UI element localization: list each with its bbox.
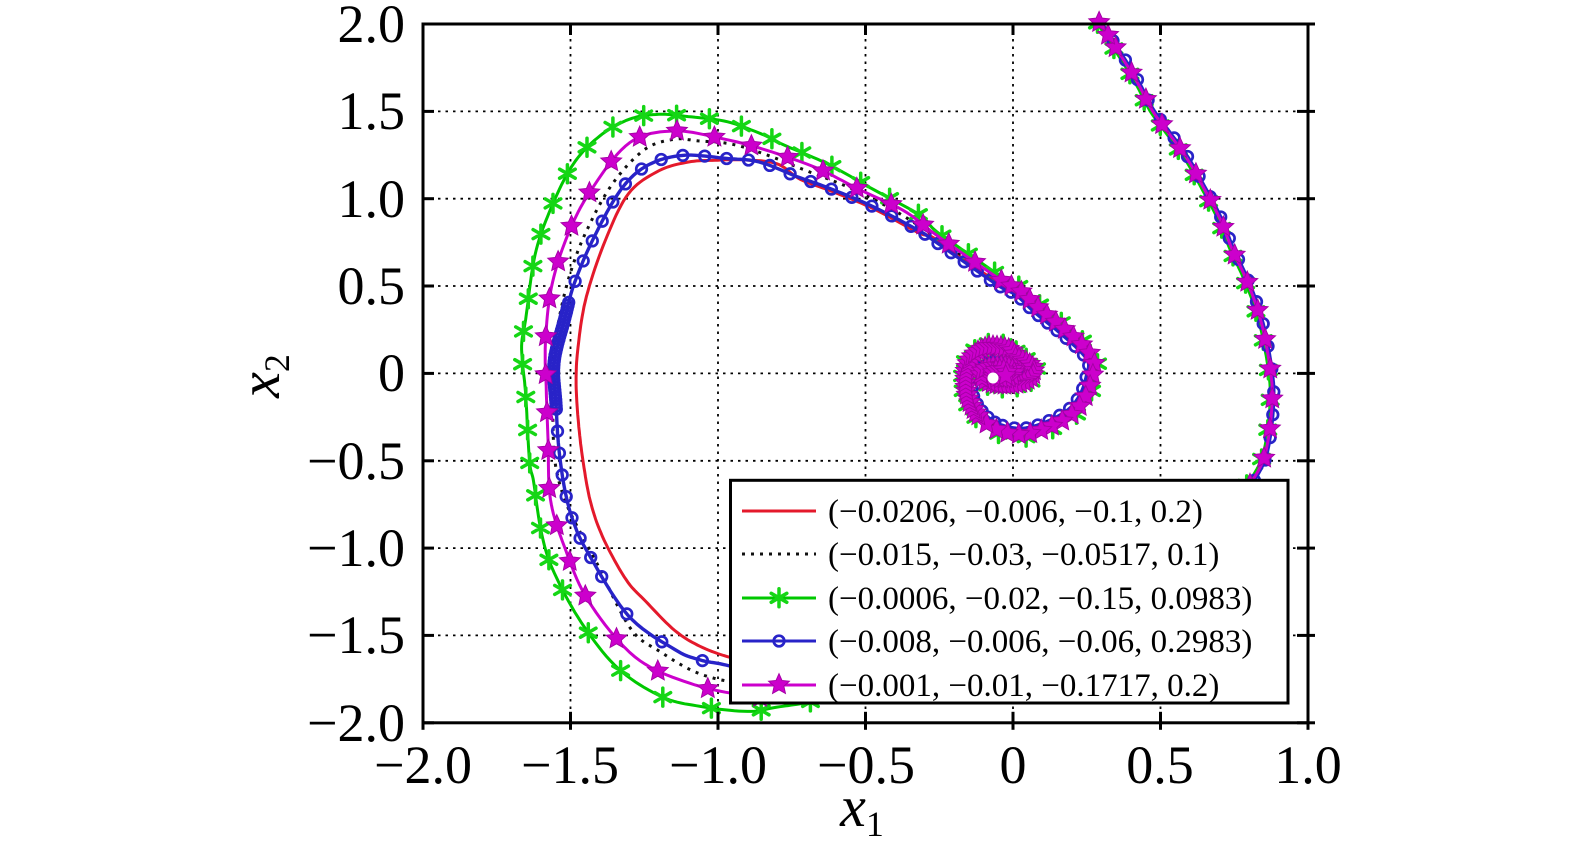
svg-text:0.5: 0.5	[338, 256, 406, 316]
svg-text:2.0: 2.0	[338, 0, 406, 54]
svg-text:(−0.0006, −0.02, −0.15, 0.0983: (−0.0006, −0.02, −0.15, 0.0983)	[828, 581, 1252, 617]
svg-text:1.0: 1.0	[338, 169, 406, 229]
svg-text:x1: x1	[839, 774, 884, 844]
svg-text:(−0.001, −0.01, −0.1717, 0.2): (−0.001, −0.01, −0.1717, 0.2)	[828, 668, 1219, 704]
svg-text:(−0.015, −0.03, −0.0517, 0.1): (−0.015, −0.03, −0.0517, 0.1)	[828, 537, 1219, 573]
svg-text:−1.5: −1.5	[521, 735, 619, 795]
svg-text:−0.5: −0.5	[817, 735, 915, 795]
svg-text:−1.5: −1.5	[307, 605, 405, 665]
svg-text:−1.0: −1.0	[307, 518, 405, 578]
svg-text:0.5: 0.5	[1126, 735, 1194, 795]
svg-text:(−0.008, −0.006, −0.06, 0.2983: (−0.008, −0.006, −0.06, 0.2983)	[828, 624, 1252, 660]
svg-text:−0.5: −0.5	[307, 431, 405, 491]
svg-text:−2.0: −2.0	[374, 735, 472, 795]
svg-text:x2: x2	[227, 354, 297, 399]
svg-text:0: 0	[1000, 735, 1027, 795]
svg-text:−1.0: −1.0	[669, 735, 767, 795]
svg-text:1.0: 1.0	[1274, 735, 1342, 795]
svg-text:(−0.0206, −0.006, −0.1, 0.2): (−0.0206, −0.006, −0.1, 0.2)	[828, 494, 1203, 530]
svg-text:1.5: 1.5	[338, 81, 406, 141]
svg-text:0: 0	[378, 343, 405, 403]
svg-text:−2.0: −2.0	[307, 693, 405, 753]
